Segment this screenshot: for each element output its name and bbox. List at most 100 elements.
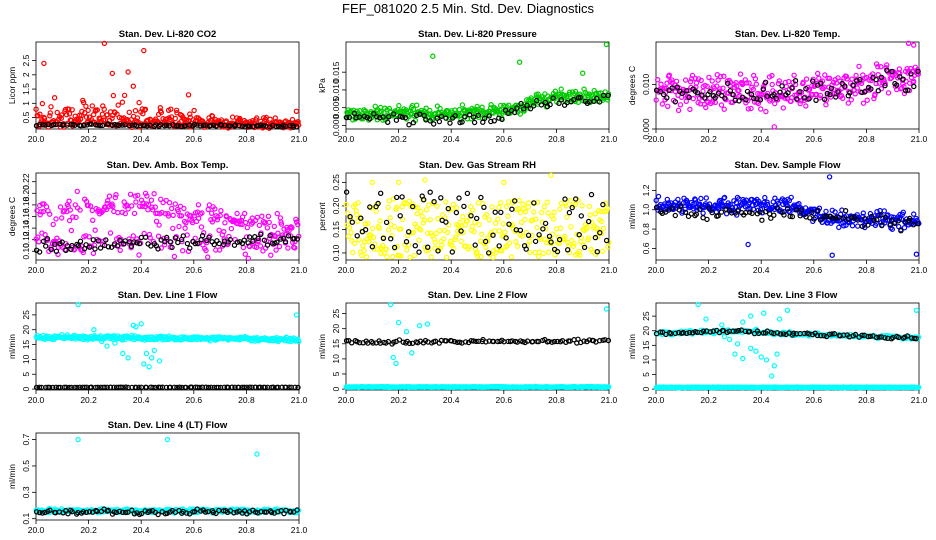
data-point <box>56 238 63 244</box>
data-point <box>538 102 545 108</box>
data-point <box>747 206 753 212</box>
data-point <box>137 203 143 209</box>
data-point <box>678 203 684 209</box>
data-point <box>784 202 791 209</box>
data-point <box>385 204 391 211</box>
data-point <box>83 242 89 248</box>
data-point <box>826 331 833 337</box>
data-point <box>486 217 492 223</box>
data-point <box>406 229 412 235</box>
data-point <box>258 122 264 129</box>
data-point <box>282 239 289 245</box>
data-point <box>506 102 512 108</box>
data-point <box>125 355 131 361</box>
data-point <box>515 243 521 249</box>
data-point <box>657 88 664 95</box>
data-point <box>733 199 740 206</box>
data-point <box>136 384 142 390</box>
data-point <box>53 216 59 222</box>
data-point <box>417 111 423 117</box>
data-point <box>173 123 180 129</box>
data-point <box>423 207 430 213</box>
data-point <box>490 232 496 238</box>
data-point <box>543 226 549 232</box>
data-point <box>285 233 292 239</box>
data-point <box>350 249 356 256</box>
data-point <box>658 81 664 87</box>
data-point <box>602 337 608 343</box>
data-point <box>122 509 129 516</box>
plot-frame <box>35 432 300 521</box>
data-point <box>855 217 861 223</box>
data-point <box>213 123 219 129</box>
data-point <box>431 198 437 205</box>
data-point <box>725 80 731 87</box>
data-point <box>774 205 781 211</box>
data-point <box>416 249 422 255</box>
data-point <box>144 123 150 129</box>
data-point <box>764 201 771 208</box>
data-point <box>194 122 200 128</box>
data-point <box>77 116 84 122</box>
data-point <box>895 334 902 341</box>
data-point <box>275 230 281 236</box>
data-point <box>470 338 477 344</box>
data-point <box>373 208 379 214</box>
data-point <box>112 194 119 201</box>
data-point <box>197 122 203 129</box>
data-point <box>42 509 48 516</box>
data-point <box>208 210 215 216</box>
data-point <box>706 74 712 81</box>
data-point <box>490 254 496 261</box>
x-tick-label: 21.0 <box>911 395 928 405</box>
y-tick-label: 0.7 <box>21 433 31 445</box>
data-point <box>92 384 99 391</box>
data-point <box>895 218 902 224</box>
data-point <box>394 194 400 201</box>
data-point <box>391 111 397 117</box>
y-axis-label: kPa <box>317 78 327 93</box>
data-point <box>246 384 253 390</box>
data-point <box>289 225 295 231</box>
data-point <box>119 99 126 105</box>
data-point <box>104 384 110 390</box>
data-point <box>876 334 882 340</box>
data-point <box>700 328 707 334</box>
data-point <box>418 208 424 215</box>
data-point <box>92 227 98 233</box>
data-point <box>525 232 532 238</box>
y-tick-label: 0.010 <box>331 79 341 101</box>
data-point <box>556 236 563 243</box>
data-point <box>551 338 558 345</box>
data-point <box>44 235 51 242</box>
data-point <box>748 105 754 112</box>
data-point <box>848 96 855 103</box>
data-point <box>174 384 180 391</box>
data-point <box>444 229 451 236</box>
data-point <box>437 227 443 234</box>
x-tick-label: 20.2 <box>80 134 97 144</box>
y-tick-label: 0.14 <box>21 220 31 237</box>
page-title: FEF_081020 2.5 Min. Std. Dev. Diagnostic… <box>342 1 594 16</box>
data-point <box>351 240 358 246</box>
data-point <box>443 115 449 121</box>
data-point <box>435 215 441 222</box>
data-point <box>790 330 797 336</box>
data-point <box>757 97 764 103</box>
data-point <box>540 226 546 232</box>
data-point <box>459 119 465 125</box>
data-point <box>703 316 709 322</box>
data-point <box>294 236 301 242</box>
data-point <box>600 225 607 232</box>
data-point <box>469 223 475 230</box>
data-point <box>120 384 126 390</box>
data-point <box>569 204 575 211</box>
data-point <box>491 118 497 124</box>
data-point <box>82 384 88 390</box>
data-point <box>746 80 752 86</box>
data-point <box>416 323 423 329</box>
data-point <box>549 339 555 345</box>
data-point <box>884 62 890 68</box>
data-point <box>173 107 180 114</box>
data-point <box>109 115 115 122</box>
